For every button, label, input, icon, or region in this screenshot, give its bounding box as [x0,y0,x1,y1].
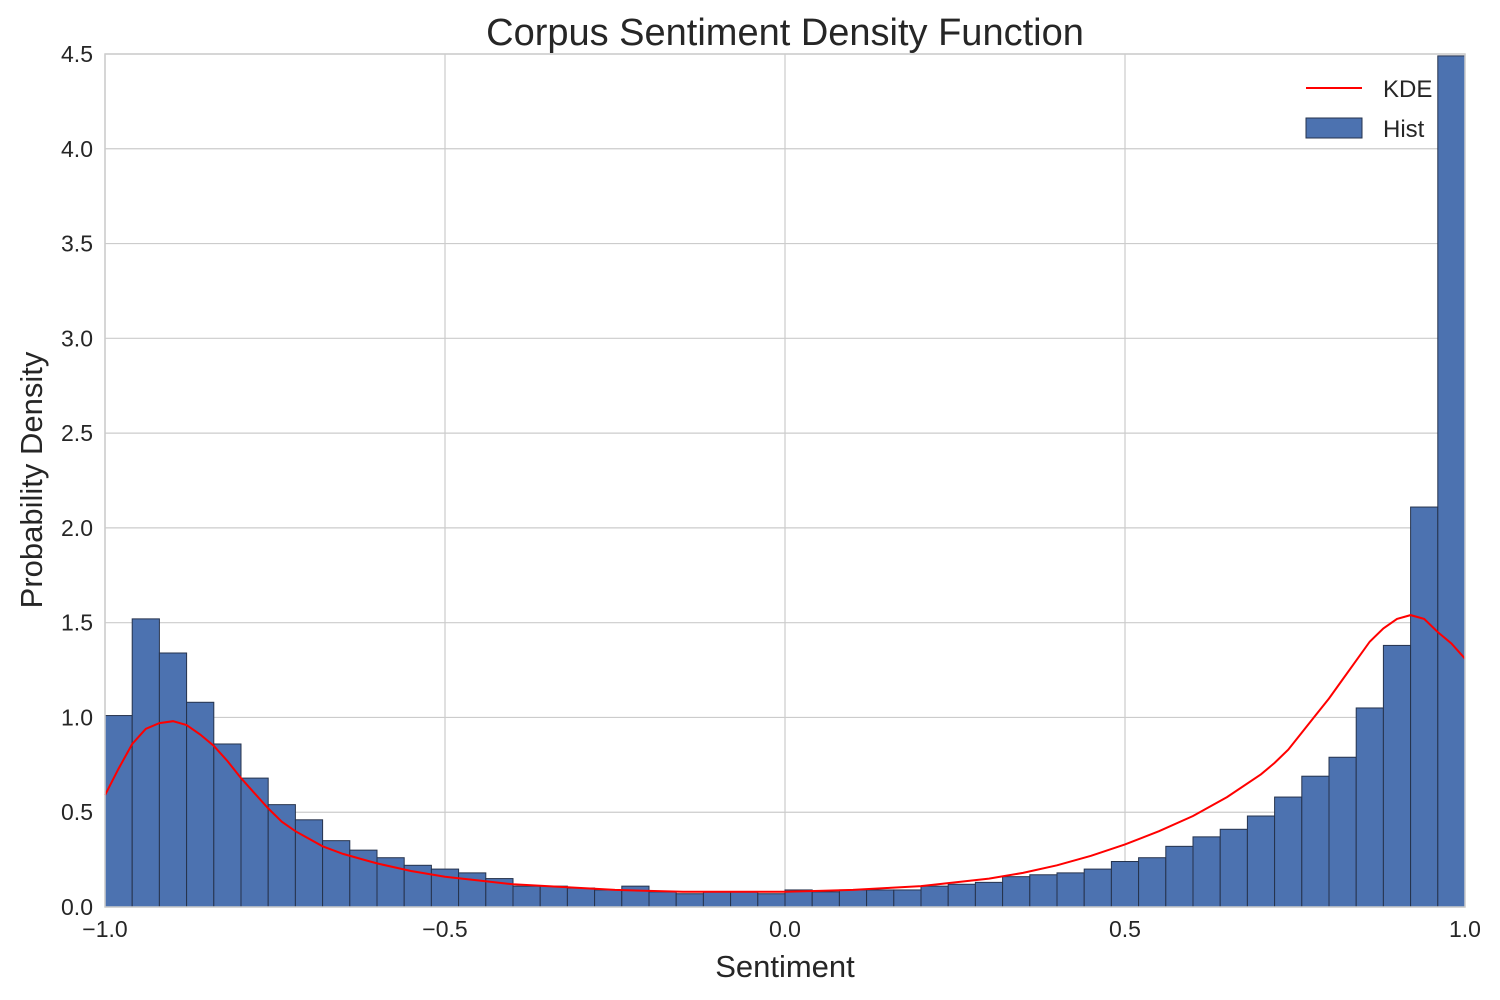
x-tick-label: −0.5 [422,916,467,942]
y-tick-label: 3.0 [61,325,93,351]
hist-bar [920,885,949,908]
y-axis-label: Probability Density [14,351,49,608]
legend-hist-swatch [1305,117,1363,139]
kde-line [104,614,1466,893]
hist-bar [539,885,568,908]
hist-bar [866,889,895,908]
y-tick-label: 2.0 [61,515,93,541]
hist-bar [512,885,541,908]
x-tick-label: 0.0 [769,916,801,942]
hist-bar [947,883,976,908]
hist-bar [1328,756,1357,908]
hist-bar [1355,707,1384,908]
hist-bar [1301,775,1330,908]
hist-bar [1410,506,1439,908]
hist-bar [1274,796,1303,908]
hist-bar [811,891,840,908]
legend-hist-label: Hist [1383,116,1425,143]
hist-bar [730,891,759,908]
y-tick-label: 0.5 [61,799,93,825]
hist-bar [702,891,732,908]
x-tick-label: −1.0 [82,916,127,942]
kde-line-group [104,614,1466,893]
legend-kde-label: KDE [1383,76,1432,103]
hist-bar [131,618,160,908]
chart-title: Corpus Sentiment Density Function [486,12,1084,54]
hist-bar [158,652,188,908]
hist-bar [1165,845,1194,908]
hist-bar [1219,828,1248,908]
y-tick-label: 4.5 [61,41,93,67]
hist-bar [1246,815,1276,908]
hist-bar [1138,857,1167,908]
hist-bar [757,893,786,908]
hist-bar [104,715,133,908]
hist-bar [1110,861,1140,908]
hist-bar [240,777,269,908]
hist-bar [213,743,242,908]
hist-bar [186,701,215,908]
hist-bar [1056,872,1085,908]
x-tick-label: 0.5 [1109,916,1141,942]
hist-bar [566,887,596,908]
hist-bar [1002,876,1031,908]
x-tick-label: 1.0 [1449,916,1481,942]
y-tick-label: 1.5 [61,610,93,636]
hist-bar [1192,836,1221,908]
histogram-bars [104,55,1466,908]
hist-bar [267,804,296,908]
hist-bar [675,893,704,908]
y-tick-label: 2.5 [61,420,93,446]
hist-bar [838,889,868,908]
hist-bar [594,889,623,908]
hist-bar [893,889,922,908]
y-tick-label: 3.5 [61,231,93,257]
hist-bar [1437,55,1466,908]
hist-bar [974,881,1004,908]
legend: KDE Hist [1305,76,1432,143]
y-tick-labels: 0.0 0.5 1.0 1.5 2.0 2.5 3.0 3.5 4.0 4.5 [61,41,93,920]
grid [104,53,1466,908]
y-tick-label: 1.0 [61,704,93,730]
y-tick-label: 4.0 [61,136,93,162]
plot-frame [104,53,1466,908]
x-tick-labels: −1.0 −0.5 0.0 0.5 1.0 [82,916,1481,942]
hist-bar [1382,644,1412,908]
hist-bar [1029,874,1058,908]
hist-bar [648,891,677,908]
y-tick-label: 0.0 [61,894,93,920]
hist-bar [1083,868,1112,908]
x-axis-label: Sentiment [715,949,855,984]
